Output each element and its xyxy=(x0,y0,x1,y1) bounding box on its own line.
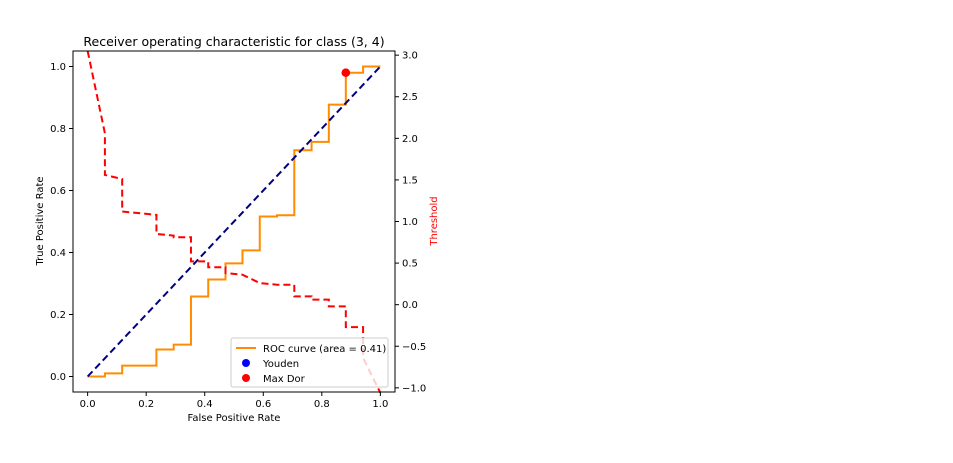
x-tick-label: 0.6 xyxy=(255,399,271,410)
legend-maxdor-swatch xyxy=(242,374,250,382)
y-tick-label: 0.2 xyxy=(50,310,66,321)
legend-maxdor-label: Max Dor xyxy=(263,374,306,385)
threshold-line xyxy=(86,50,382,394)
y2-tick-label: −1.0 xyxy=(402,383,426,394)
y2-tick-label: 3.0 xyxy=(402,51,418,62)
legend-roc-label: ROC curve (area = 0.41) xyxy=(263,344,386,355)
x-tick-label: 1.0 xyxy=(372,399,388,410)
x-tick-label: 0.4 xyxy=(197,399,213,410)
plot-area xyxy=(86,50,382,394)
y-tick-label: 0.0 xyxy=(50,372,66,383)
legend-youden-label: Youden xyxy=(262,359,299,370)
axis-ticks: 0.0 0.2 0.4 0.6 0.8 1.0 0.0 0.2 0.4 0.6 0.8 1.0 −1.0… xyxy=(50,51,426,410)
y2-tick-label: 0.0 xyxy=(402,300,418,311)
x-tick-label: 0.0 xyxy=(80,399,96,410)
max-dor-point xyxy=(341,68,351,77)
chart-title: Receiver operating characteristic for cl… xyxy=(83,34,384,49)
y-tick-label: 0.4 xyxy=(50,248,66,259)
y-tick-label: 0.6 xyxy=(50,186,66,197)
legend-box xyxy=(230,337,389,388)
x-tick-label: 0.2 xyxy=(138,399,154,410)
legend: ROC curve (area = 0.41) Youden Max Dor xyxy=(230,337,389,388)
y2-tick-label: 1.5 xyxy=(402,175,418,186)
x-tick-label: 0.8 xyxy=(314,399,330,410)
legend-youden-swatch xyxy=(242,359,250,367)
chance-diagonal-line xyxy=(86,65,382,378)
y2-axis-label: Threshold xyxy=(429,196,440,246)
y-tick-label: 0.8 xyxy=(50,124,66,135)
y-tick-label: 1.0 xyxy=(50,62,66,73)
y2-tick-label: 1.0 xyxy=(402,217,418,228)
y2-tick-label: 0.5 xyxy=(402,259,418,270)
y2-tick-label: 2.5 xyxy=(402,92,418,103)
y2-tick-label: −0.5 xyxy=(402,342,426,353)
roc-curve-line xyxy=(87,65,381,378)
y2-tick-label: 2.0 xyxy=(402,134,418,145)
y-axis-label: True Positive Rate xyxy=(35,176,46,266)
x-axis-label: False Positive Rate xyxy=(188,413,281,424)
